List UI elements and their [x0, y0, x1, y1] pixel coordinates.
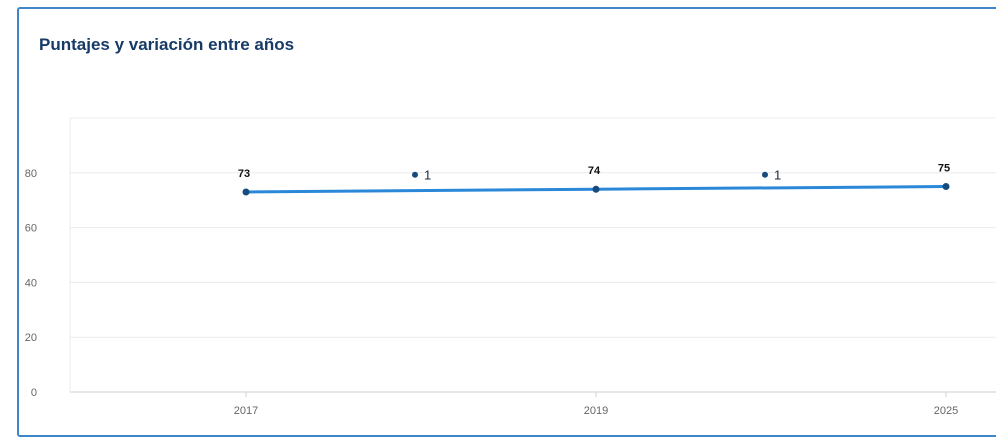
data-point — [242, 188, 250, 196]
variation-dot — [762, 171, 768, 178]
series-score: 73 74 75 — [238, 163, 950, 196]
y-axis: 0 20 40 60 80 — [25, 168, 37, 399]
x-tick-label: 2019 — [584, 405, 608, 417]
y-tick-label: 20 — [25, 332, 37, 344]
chart-title: Puntajes y variación entre años — [39, 35, 295, 54]
data-label: 74 — [588, 165, 601, 177]
y-tick-label: 0 — [31, 387, 37, 399]
variation-dot — [412, 171, 418, 178]
variation-label: 1 — [774, 167, 781, 182]
data-point — [942, 183, 950, 190]
data-point — [592, 185, 600, 193]
chart-panel: Puntajes y variación entre años — [17, 7, 996, 437]
x-tick-label: 2025 — [934, 405, 958, 417]
data-label: 75 — [938, 163, 950, 175]
x-tick-label: 2017 — [234, 405, 258, 417]
y-tick-label: 40 — [25, 277, 37, 289]
variation-label: 1 — [424, 167, 431, 182]
x-axis: 2017 2019 2025 — [234, 392, 958, 417]
data-label: 73 — [238, 168, 250, 180]
y-tick-label: 60 — [25, 223, 37, 235]
gridlines — [69, 117, 996, 393]
y-tick-label: 80 — [25, 168, 37, 180]
